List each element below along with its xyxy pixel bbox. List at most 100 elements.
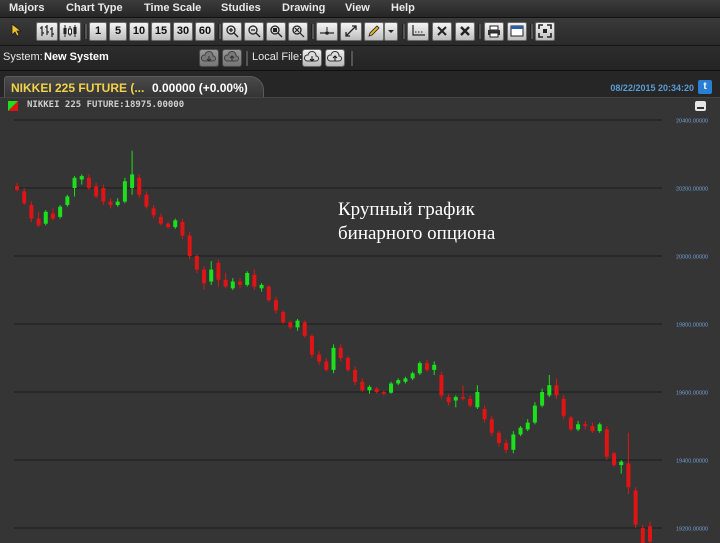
pencil-button[interactable] bbox=[364, 22, 384, 41]
collapse-panel-button[interactable] bbox=[695, 101, 706, 111]
candle-body bbox=[367, 386, 372, 391]
print-button[interactable] bbox=[484, 22, 504, 41]
system-download-button[interactable] bbox=[199, 49, 219, 67]
chart-tab[interactable]: NIKKEI 225 FUTURE (... 0.00000 (+0.00%) bbox=[4, 76, 264, 98]
save-image-button[interactable] bbox=[507, 22, 527, 41]
interval-10-button[interactable]: 10 bbox=[129, 22, 149, 41]
candle bbox=[425, 359, 430, 372]
zoom-fit-button[interactable] bbox=[266, 22, 286, 41]
zoom-in-button[interactable] bbox=[222, 22, 242, 41]
candle bbox=[266, 284, 271, 302]
candlestick-icon bbox=[63, 25, 77, 37]
interval-30-button[interactable]: 30 bbox=[173, 22, 193, 41]
candle-body bbox=[29, 205, 34, 219]
system-upload-button[interactable] bbox=[222, 49, 242, 67]
twitter-icon[interactable]: t bbox=[698, 80, 712, 94]
candle bbox=[309, 334, 314, 358]
candle bbox=[230, 278, 235, 290]
candle-body bbox=[86, 177, 91, 188]
pointer-icon bbox=[11, 23, 22, 37]
candle-body bbox=[597, 424, 602, 432]
candle-body bbox=[108, 201, 113, 205]
candlestick-button[interactable] bbox=[59, 22, 81, 41]
candle-body bbox=[482, 409, 487, 420]
candle bbox=[633, 487, 638, 528]
delete-all-icon bbox=[460, 26, 470, 36]
trendline-button[interactable] bbox=[316, 22, 338, 41]
symbol-title: NIKKEI 225 FUTURE (... bbox=[11, 81, 145, 95]
candle bbox=[65, 194, 70, 207]
bar-chart-button[interactable] bbox=[36, 22, 58, 41]
candle bbox=[604, 426, 609, 460]
candle bbox=[576, 420, 581, 432]
candle bbox=[590, 422, 595, 433]
candle bbox=[108, 198, 113, 209]
candle-body bbox=[496, 432, 501, 443]
candle bbox=[237, 278, 242, 289]
local-file-open-button[interactable] bbox=[302, 49, 322, 67]
candle-body bbox=[561, 398, 566, 416]
system-name[interactable]: New System bbox=[44, 51, 109, 63]
interval-5-button[interactable]: 5 bbox=[109, 22, 127, 41]
candle bbox=[216, 259, 221, 287]
menu-drawing[interactable]: Drawing bbox=[282, 2, 326, 14]
interval-60-button[interactable]: 60 bbox=[195, 22, 215, 41]
extend-line-button[interactable] bbox=[340, 22, 362, 41]
candle-body bbox=[633, 490, 638, 525]
local-file-save-button[interactable] bbox=[325, 49, 345, 67]
candle bbox=[468, 395, 473, 408]
candle bbox=[338, 344, 343, 362]
zoom-out-button[interactable] bbox=[244, 22, 264, 41]
menu-studies[interactable]: Studies bbox=[221, 2, 261, 14]
candle-body bbox=[65, 196, 70, 205]
candle bbox=[640, 524, 645, 543]
candle bbox=[568, 415, 573, 432]
crosshair-button[interactable] bbox=[407, 22, 429, 41]
up-down-indicator-icon bbox=[8, 101, 18, 111]
menu-majors[interactable]: Majors bbox=[9, 2, 45, 14]
candle bbox=[345, 356, 350, 372]
menu-view[interactable]: View bbox=[345, 2, 370, 14]
candle-body bbox=[237, 281, 242, 285]
candle bbox=[202, 266, 207, 290]
pencil-dropdown-button[interactable] bbox=[384, 22, 398, 41]
interval-15-button[interactable]: 15 bbox=[151, 22, 171, 41]
symbol-legend: NIKKEI 225 FUTURE:18975.00000 bbox=[27, 100, 185, 110]
overlay-line-1: Крупный график bbox=[338, 199, 475, 220]
candle-body bbox=[324, 361, 329, 370]
candle bbox=[511, 431, 516, 454]
zoom-reset-button[interactable] bbox=[288, 22, 308, 41]
y-tick-label: 19200.00000 bbox=[676, 527, 708, 533]
candle bbox=[554, 378, 559, 399]
menu-time-scale[interactable]: Time Scale bbox=[144, 2, 202, 14]
system-bar: System: New System Local File: bbox=[0, 46, 720, 71]
candle bbox=[115, 198, 120, 207]
fullscreen-button[interactable] bbox=[535, 22, 555, 41]
candle bbox=[547, 375, 552, 398]
datetime-stamp: 08/22/2015 20:34:20 bbox=[610, 83, 694, 93]
candle-body bbox=[273, 300, 278, 311]
candle-body bbox=[266, 286, 271, 301]
delete-all-button[interactable] bbox=[455, 22, 475, 41]
delete-drawing-button[interactable] bbox=[432, 22, 452, 41]
fullscreen-icon bbox=[538, 24, 552, 38]
candle bbox=[432, 361, 437, 375]
menu-help[interactable]: Help bbox=[391, 2, 415, 14]
crosshair-icon bbox=[412, 25, 425, 36]
candle bbox=[367, 385, 372, 394]
menu-chart-type[interactable]: Chart Type bbox=[66, 2, 123, 14]
candle-body bbox=[417, 363, 422, 374]
candle-body bbox=[511, 434, 516, 450]
candle-body bbox=[50, 213, 55, 219]
candle-body bbox=[180, 222, 185, 236]
bar-chart-icon bbox=[40, 25, 54, 37]
candle-body bbox=[144, 194, 149, 207]
candle-body bbox=[101, 188, 106, 202]
cloud-upload-icon bbox=[223, 51, 239, 62]
candle-body bbox=[137, 177, 142, 195]
interval-1-button[interactable]: 1 bbox=[89, 22, 107, 41]
candle-body bbox=[151, 208, 156, 216]
candlestick-chart[interactable]: 20400.00000 20200.00000 20000.00000 19800.0… bbox=[0, 98, 720, 543]
chart-area[interactable]: 20400.00000 20200.00000 20000.00000 19800.0… bbox=[0, 97, 720, 543]
pointer-tool-button[interactable] bbox=[6, 22, 26, 41]
